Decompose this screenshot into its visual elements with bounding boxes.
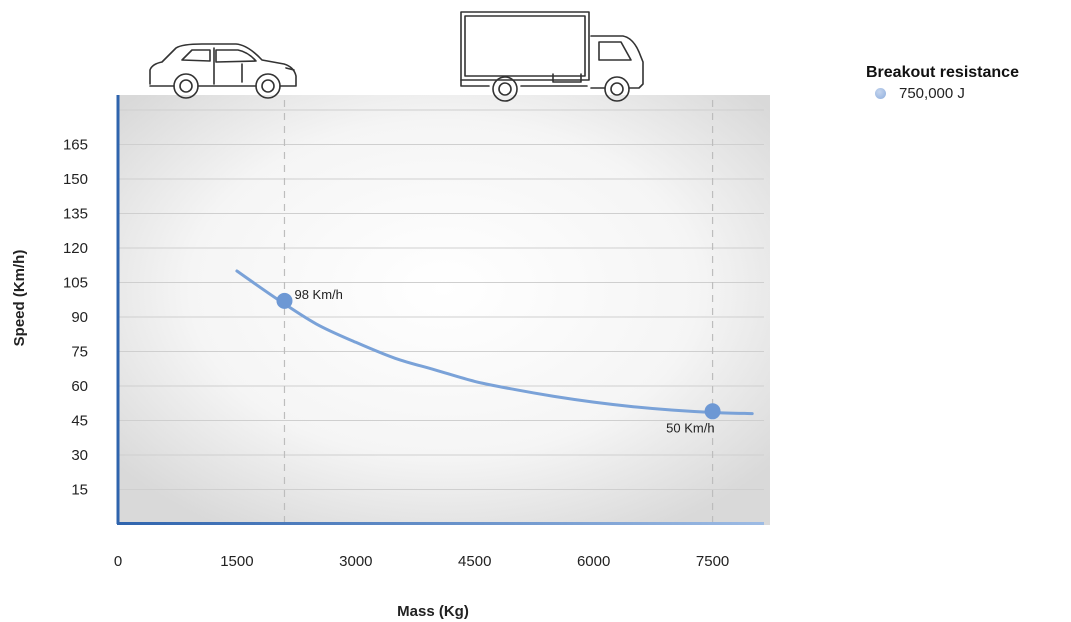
truck-icon (460, 11, 644, 102)
y-tick-label: 45 (71, 413, 88, 430)
y-tick-label: 15 (71, 482, 88, 499)
legend-item[interactable]: 750,000 J (875, 85, 1019, 102)
y-axis-ticks: 15 30 45 60 75 90 105 120 135 150 165 (63, 137, 88, 499)
car-icon (149, 43, 297, 99)
x-tick-label: 0 (114, 553, 122, 570)
highlight-point[interactable] (276, 292, 293, 309)
legend: Breakout resistance 750,000 J (866, 64, 1019, 102)
y-tick-label: 30 (71, 447, 88, 464)
x-tick-label: 3000 (339, 553, 372, 570)
legend-title: Breakout resistance (866, 64, 1019, 81)
series-line (235, 269, 754, 416)
y-tick-label: 60 (71, 378, 88, 395)
x-tick-label: 6000 (577, 553, 610, 570)
y-tick-label: 165 (63, 137, 88, 154)
x-tick-label: 1500 (220, 553, 253, 570)
reference-lines (283, 100, 714, 522)
x-axis-ticks: 0 1500 3000 4500 6000 7500 (114, 553, 729, 570)
plot-background (118, 95, 770, 525)
data-label: 98 Km/h (294, 287, 342, 302)
y-tick-label: 120 (63, 240, 88, 257)
y-tick-label: 135 (63, 206, 88, 223)
x-tick-label: 4500 (458, 553, 491, 570)
legend-swatch (875, 88, 886, 99)
y-tick-label: 90 (71, 309, 88, 326)
y-tick-label: 75 (71, 344, 88, 361)
x-axis-line (117, 522, 764, 525)
chart: 15 30 45 60 75 90 105 120 135 150 165 0 1500 3000 450… (11, 11, 770, 620)
y-tick-label: 150 (63, 171, 88, 188)
highlight-points: 98 Km/h 50 Km/h (276, 287, 721, 435)
x-axis-title: Mass (Kg) (397, 603, 469, 620)
grid-lines (118, 109, 764, 490)
y-tick-label: 105 (63, 275, 88, 292)
legend-label: 750,000 J (899, 85, 965, 102)
highlight-point[interactable] (704, 403, 721, 420)
data-label: 50 Km/h (666, 420, 714, 435)
y-axis-title: Speed (Km/h) (11, 250, 28, 347)
x-tick-label: 7500 (696, 553, 729, 570)
